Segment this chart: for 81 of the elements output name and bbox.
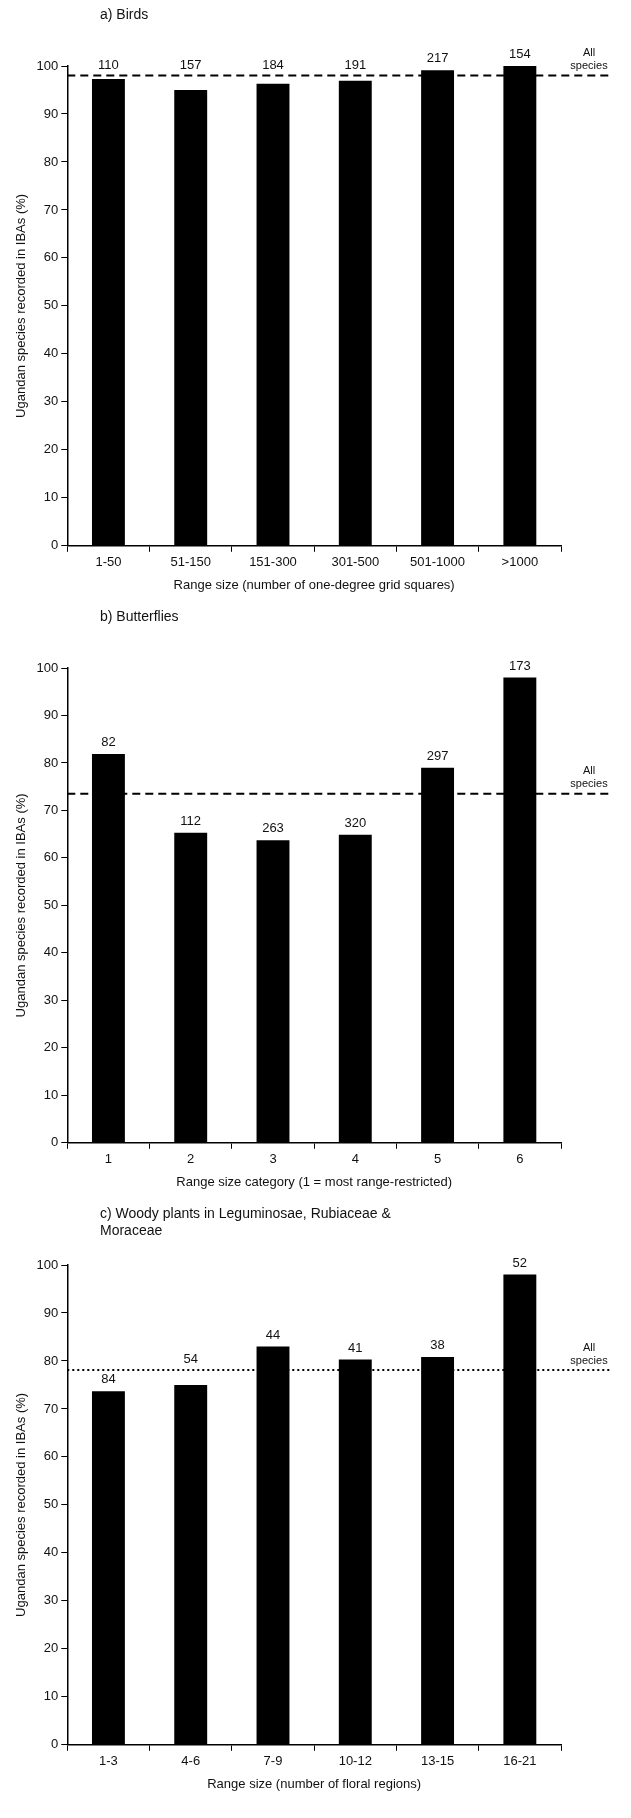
y-tick-label: 70 — [43, 1400, 59, 1416]
y-tick-label: 20 — [43, 441, 59, 457]
y-tick-label: 10 — [43, 1688, 59, 1704]
x-tick-label: 151-300 — [249, 554, 297, 570]
x-tick-label: 13-15 — [420, 1753, 455, 1769]
annotation: 41 — [348, 1339, 363, 1355]
annotation: 84 — [101, 1371, 116, 1387]
annotation: 54 — [183, 1351, 198, 1367]
y-tick-label: 30 — [43, 1592, 59, 1608]
annotation: 157 — [179, 56, 202, 72]
x-axis-title: Range size (number of floral regions) — [207, 1775, 422, 1791]
annotation: 191 — [344, 56, 367, 72]
annotation: 112 — [180, 812, 202, 828]
y-axis-title: Ugandan species recorded in IBAs (%) — [13, 193, 29, 418]
x-tick-label: 5 — [433, 1151, 442, 1167]
x-axis-title: Range size (number of one-degree grid squares) — [173, 576, 455, 592]
annotation: 44 — [265, 1326, 281, 1342]
x-tick-label: 1-3 — [99, 1753, 118, 1769]
x-tick-label: 16-21 — [503, 1753, 537, 1769]
y-tick-label: 60 — [43, 1448, 59, 1464]
y-tick-label: 90 — [43, 105, 59, 121]
x-tick-label: 2 — [187, 1151, 195, 1167]
annotation: 217 — [426, 50, 449, 66]
annotation: 263 — [262, 820, 284, 836]
y-tick-label: 100 — [36, 57, 59, 73]
x-tick-label: 6 — [516, 1151, 524, 1167]
chart-title: c) Woody plants in Leguminosae, Rubiaceae & Moraceae — [99, 1204, 392, 1240]
y-tick-label: 20 — [43, 1640, 59, 1656]
x-tick-label: 10-12 — [338, 1753, 372, 1769]
y-axis-title: Ugandan species recorded in IBAs (%) — [13, 793, 29, 1018]
y-tick-label: 60 — [43, 249, 59, 265]
annotation: 320 — [344, 814, 367, 830]
y-tick-label: 40 — [43, 1544, 59, 1560]
y-tick-label: 30 — [43, 991, 59, 1007]
annotation: 52 — [512, 1254, 528, 1270]
annotation: 154 — [509, 46, 531, 62]
x-tick-label: 501-1000 — [410, 554, 466, 570]
annotation: 297 — [426, 747, 449, 763]
y-tick-label: 100 — [36, 1256, 59, 1272]
y-tick-label: 80 — [43, 1352, 59, 1368]
y-tick-label: 50 — [43, 896, 59, 912]
annotation: 82 — [101, 734, 116, 750]
x-tick-label: 51-150 — [170, 554, 211, 570]
y-axis-title: Ugandan species recorded in IBAs (%) — [13, 1392, 29, 1617]
ref-line-label: All species — [570, 764, 609, 790]
x-tick-label: 1-50 — [95, 554, 122, 570]
y-tick-label: 50 — [43, 297, 59, 313]
y-tick-label: 90 — [43, 1304, 59, 1320]
y-tick-label: 60 — [43, 849, 59, 865]
annotation: 110 — [98, 56, 119, 72]
x-tick-label: 4 — [351, 1151, 359, 1167]
y-tick-label: 20 — [43, 1039, 59, 1055]
chart-title: a) Birds — [99, 5, 150, 24]
y-tick-label: 40 — [43, 345, 59, 361]
y-tick-label: 10 — [43, 1086, 59, 1102]
y-tick-label: 90 — [43, 707, 59, 723]
y-tick-label: 80 — [43, 754, 59, 770]
y-tick-label: 0 — [51, 1736, 59, 1752]
x-tick-label: 301-500 — [331, 554, 380, 570]
y-tick-label: 0 — [51, 1134, 59, 1150]
ref-line-label: All species — [570, 46, 609, 72]
annotation: 38 — [430, 1337, 445, 1353]
x-axis-title: Range size category (1 = most range-restricted) — [176, 1173, 452, 1189]
chart-title: b) Butterflies — [99, 607, 180, 626]
y-tick-label: 100 — [36, 659, 59, 675]
ref-line-label: All species — [570, 1340, 609, 1366]
x-tick-label: 4-6 — [181, 1753, 201, 1769]
annotation: 173 — [509, 657, 531, 673]
y-tick-label: 40 — [43, 944, 59, 960]
x-tick-label: 1 — [104, 1151, 113, 1167]
y-tick-label: 30 — [43, 393, 59, 409]
y-tick-label: 10 — [43, 489, 59, 505]
y-tick-label: 70 — [43, 201, 59, 217]
x-tick-label: 3 — [269, 1151, 277, 1167]
y-tick-label: 80 — [43, 153, 59, 169]
y-tick-label: 0 — [51, 537, 59, 553]
x-tick-label: 7-9 — [263, 1753, 283, 1769]
y-tick-label: 70 — [43, 802, 59, 818]
annotation: 184 — [262, 56, 284, 72]
x-tick-label: >1000 — [501, 554, 539, 570]
y-tick-label: 50 — [43, 1496, 59, 1512]
